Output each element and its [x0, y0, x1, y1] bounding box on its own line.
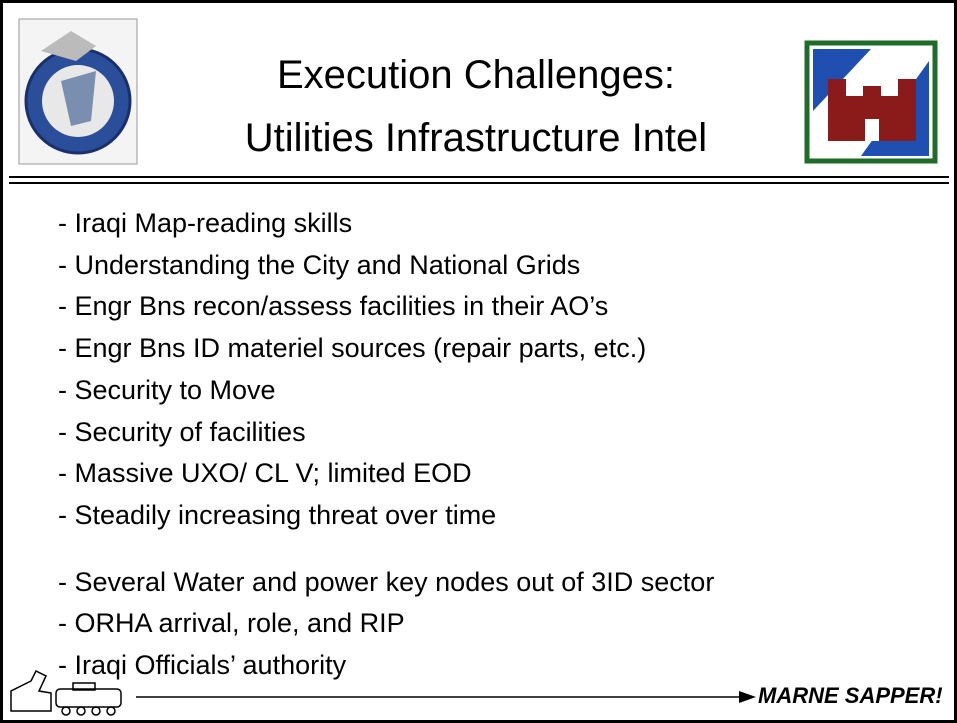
- bullet: - Security of facilities: [58, 416, 306, 447]
- bullet: - Massive UXO/ CL V; limited EOD: [58, 458, 472, 489]
- bullet: - Steadily increasing threat over time: [58, 499, 497, 530]
- bullet: - Iraqi Map-reading skills: [58, 208, 353, 238]
- bullet: - Several Water and power key nodes out …: [58, 566, 715, 597]
- left-emblem: [18, 18, 138, 165]
- right-emblem: [804, 40, 938, 164]
- bullet: - Security to Move: [58, 374, 276, 405]
- footer-arrow: [739, 691, 756, 703]
- bullet: - Iraqi Officials’ authority: [58, 650, 347, 680]
- vehicle-icon: [10, 669, 122, 716]
- bullet: - Engr Bns ID materiel sources (repair p…: [58, 333, 647, 364]
- bullet: - ORHA arrival, role, and RIP: [58, 608, 405, 639]
- footer-motto: MARNE SAPPER!: [758, 683, 943, 708]
- bullet: - Engr Bns recon/assess facilities in th…: [58, 291, 609, 322]
- bullet: - Understanding the City and National Gr…: [58, 249, 581, 280]
- title: Utilities Infrastructure Intel: [244, 116, 708, 160]
- title: Execution Challenges:: [276, 53, 676, 97]
